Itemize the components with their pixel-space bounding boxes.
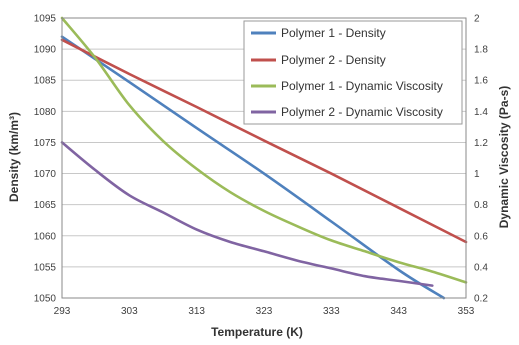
y-right-tick-label: 1 <box>474 169 480 180</box>
legend-label-polymer-2-viscosity: Polymer 2 - Dynamic Viscosity <box>281 105 443 119</box>
y-right-tick-label: 1.8 <box>474 45 488 56</box>
legend-label-polymer-2-density: Polymer 2 - Density <box>281 53 386 67</box>
x-tick-label: 323 <box>256 306 273 317</box>
x-axis-title: Temperature (K) <box>211 325 303 339</box>
legend-box <box>243 20 463 125</box>
series-line-polymer-1-dynamic-viscosity <box>60 16 468 284</box>
y-right-axis-title: Dynamic Viscosity (Pa-s) <box>497 86 511 229</box>
y-left-tick-label: 1085 <box>34 76 57 87</box>
x-tick-label: 333 <box>323 306 340 317</box>
y-left-tick-label: 1050 <box>34 294 57 305</box>
y-left-tick-label: 1055 <box>34 262 57 273</box>
y-left-tick-label: 1080 <box>34 107 57 118</box>
plot-area-border <box>61 17 467 299</box>
x-tick-label: 303 <box>121 306 138 317</box>
series-line-polymer-1-density <box>60 35 446 300</box>
y-right-tick-label: 2 <box>474 14 480 25</box>
series-layer <box>60 16 468 300</box>
y-left-tick-label: 1095 <box>34 14 57 25</box>
y-right-tick-label: 1.4 <box>474 107 488 118</box>
x-tick-label: 293 <box>54 306 71 317</box>
y-right-tick-label: 0.2 <box>474 294 488 305</box>
y-right-tick-label: 1.6 <box>474 76 488 87</box>
y-right-tick-label: 0.6 <box>474 231 488 242</box>
y-left-tick-label: 1065 <box>34 200 57 211</box>
y-right-tick-label: 1.2 <box>474 138 488 149</box>
y-right-tick-label: 0.4 <box>474 262 488 273</box>
y-left-tick-label: 1060 <box>34 231 57 242</box>
legend-label-polymer-1-density: Polymer 1 - Density <box>281 26 386 40</box>
y-left-axis-title: Density (km/m³) <box>7 112 21 202</box>
x-tick-label: 313 <box>188 306 205 317</box>
series-line-polymer-2-dynamic-viscosity <box>60 141 434 287</box>
legend-label-polymer-1-viscosity: Polymer 1 - Dynamic Viscosity <box>281 79 443 93</box>
y-left-tick-label: 1090 <box>34 45 57 56</box>
axes <box>61 17 467 299</box>
y-right-tick-label: 0.8 <box>474 200 488 211</box>
x-tick-label: 353 <box>458 306 475 317</box>
series-line-polymer-2-density <box>60 38 468 244</box>
y-left-tick-label: 1075 <box>34 138 57 149</box>
x-tick-label: 343 <box>390 306 407 317</box>
y-left-tick-label: 1070 <box>34 169 57 180</box>
tick-labels: 293 303 313 323 333 343 353 1050 1055 1060 1065 107… <box>34 14 489 318</box>
legend: Polymer 1 - Density Polymer 2 - Density … <box>243 20 463 125</box>
